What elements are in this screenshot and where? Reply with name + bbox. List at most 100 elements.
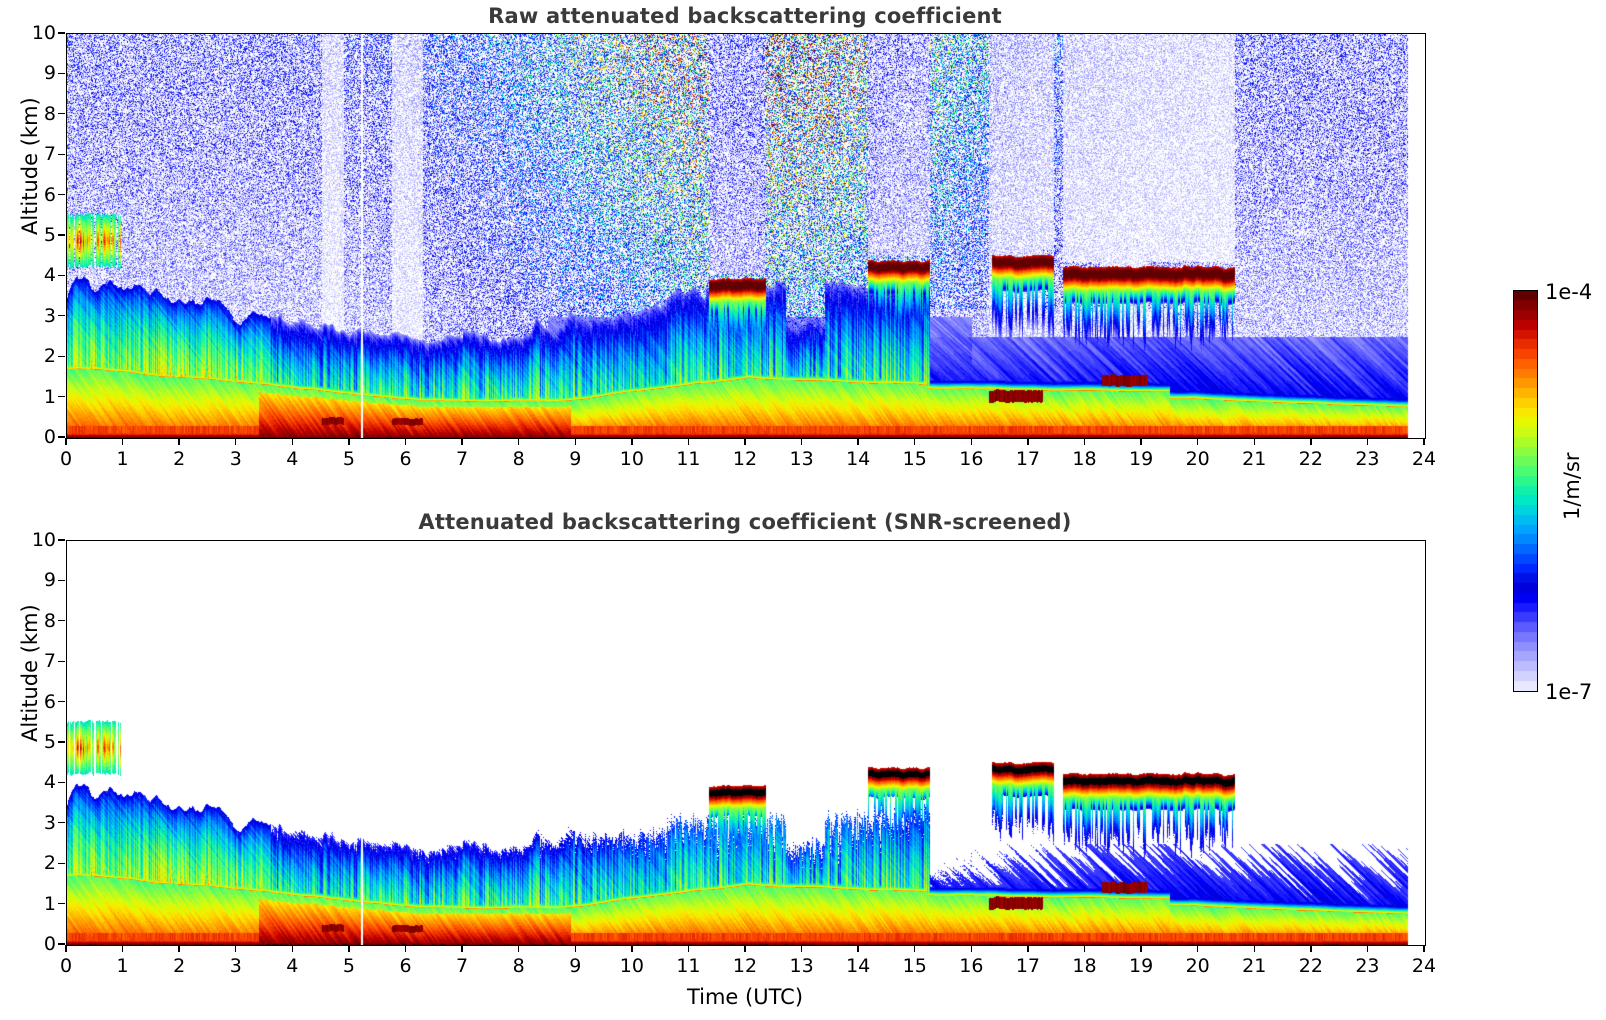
y-tick [57,355,65,357]
x-tick [65,438,67,446]
x-tick [1083,438,1086,446]
y-tick-label: 5 [43,224,56,246]
colorbar-unit-label: 1/m/sr [1560,452,1584,520]
y-tick [57,153,65,155]
x-tick [291,438,294,446]
x-tick-label: 13 [789,955,814,977]
x-tick [178,945,180,953]
x-tick [404,945,407,953]
x-tick-label: 12 [732,955,758,977]
x-tick-label: 19 [1128,955,1154,977]
x-tick [1083,945,1086,953]
x-tick [1366,438,1369,446]
y-tick-label: 9 [43,62,56,85]
x-tick [1027,438,1029,446]
y-tick [57,902,65,905]
x-tick [121,438,124,446]
panel-title-screened: Attenuated backscattering coefficient (S… [418,510,1072,534]
y-tick [57,620,65,622]
x-tick [1027,945,1029,953]
x-tick-label: 3 [229,448,242,470]
x-tick [348,945,350,953]
y-tick [57,822,65,824]
x-tick-label: 17 [1015,955,1040,977]
x-tick-label: 1 [116,448,129,470]
x-tick [1253,945,1255,953]
x-tick [1196,438,1199,446]
y-axis-label-screened: Altitude (km) [18,604,42,742]
x-tick-label: 9 [569,448,582,470]
x-tick-label: 12 [732,448,758,470]
y-tick-label: 10 [31,22,56,44]
x-tick-label: 8 [512,448,525,470]
plot-area-raw[interactable] [66,33,1426,439]
y-tick-label: 7 [43,650,56,673]
x-tick [461,945,463,953]
x-tick-label: 0 [59,448,73,470]
x-tick-label: 20 [1185,955,1210,977]
y-tick [57,660,65,662]
x-tick [348,438,350,446]
x-tick-label: 6 [399,955,412,977]
x-tick-label: 5 [342,955,355,977]
y-tick-label: 4 [43,771,56,794]
y-tick-label: 6 [43,183,56,206]
y-axis-label-raw: Altitude (km) [18,97,42,235]
x-tick-label: 15 [902,955,927,977]
x-tick-label: 5 [342,448,355,470]
x-tick-label: 10 [619,955,644,977]
x-tick [517,438,520,446]
y-tick-label: 8 [43,609,56,632]
y-tick-label: 8 [43,102,56,125]
x-tick [1423,438,1425,446]
x-tick-label: 4 [286,955,299,977]
x-tick [800,438,803,446]
x-tick [744,438,746,446]
y-tick-label: 4 [43,264,56,287]
x-tick [800,945,803,953]
y-tick [57,193,65,196]
x-tick-label: 16 [959,448,984,470]
x-tick [1423,945,1425,953]
x-tick [574,438,576,446]
y-tick [57,72,65,75]
x-tick-label: 22 [1298,448,1323,470]
y-tick [57,113,65,115]
y-tick [57,862,65,864]
x-tick-label: 14 [846,448,871,470]
x-tick-label: 2 [173,955,186,977]
heatmap-canvas-screened [67,541,1425,945]
x-tick-label: 23 [1355,448,1380,470]
x-tick-label: 6 [399,448,412,470]
y-tick-label: 1 [43,385,56,408]
y-tick [57,539,65,541]
y-tick-label: 2 [43,345,56,368]
x-tick [291,945,294,953]
x-tick-label: 24 [1411,955,1437,977]
y-tick [57,700,65,703]
x-tick-label: 19 [1128,448,1154,470]
x-tick-label: 20 [1185,448,1210,470]
x-tick-label: 18 [1072,955,1097,977]
x-tick [235,438,237,446]
x-tick [914,945,916,953]
y-tick-label: 3 [43,811,56,834]
y-tick [57,741,65,743]
heatmap-canvas-raw [67,34,1425,438]
x-tick [914,438,916,446]
x-tick [574,945,576,953]
x-tick [1366,945,1369,953]
x-tick [1253,438,1255,446]
y-tick-label: 0 [43,933,56,955]
x-tick [631,945,633,953]
x-tick-label: 2 [173,448,186,470]
y-tick [57,395,65,398]
x-tick [857,945,859,953]
y-tick-label: 5 [43,731,56,753]
plot-area-screened[interactable] [66,540,1426,946]
x-tick [1310,945,1312,953]
y-tick [57,943,65,945]
colorbar[interactable] [1513,290,1538,692]
x-tick [687,438,690,446]
y-tick-label: 2 [43,852,56,875]
